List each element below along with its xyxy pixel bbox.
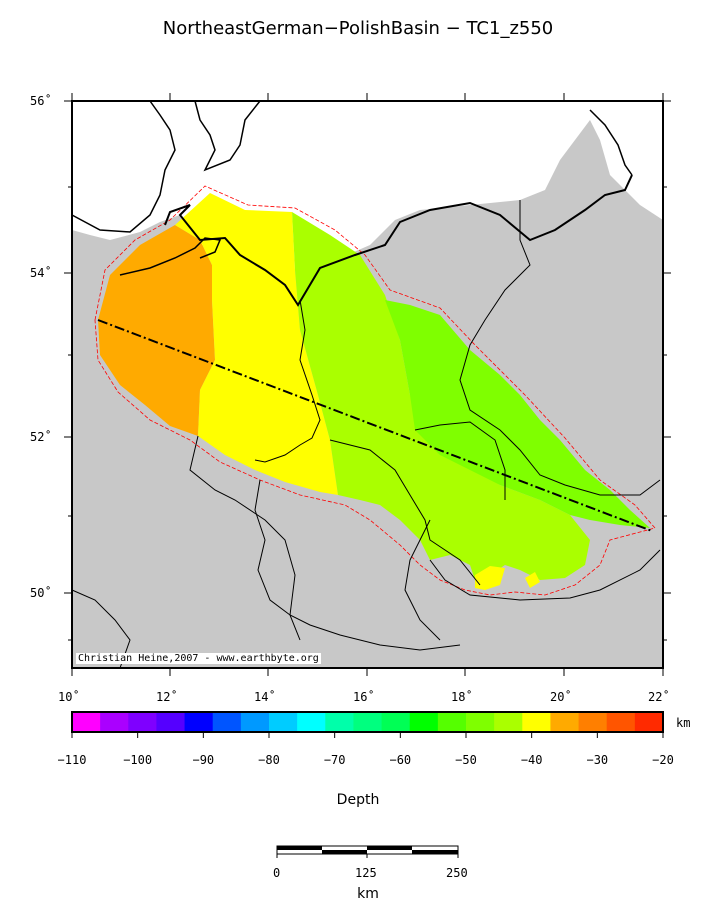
scale-unit: km (357, 886, 379, 902)
coastline-peninsula (119, 237, 222, 276)
lat-label: 54˚ (30, 266, 52, 280)
colorbar-swatch (494, 712, 523, 732)
colorbar-swatch (634, 712, 664, 732)
colorbar-swatch (72, 712, 101, 732)
colorbar-swatch (212, 712, 242, 732)
colorbar-swatch (240, 712, 270, 732)
scale-label: 0 (273, 866, 281, 880)
colorbar-swatch (184, 712, 214, 732)
colorbar-tick-label: −40 (520, 753, 543, 767)
lon-label: 10˚ (58, 690, 80, 704)
colorbar-swatch (409, 712, 439, 732)
colorbar-swatch (550, 712, 580, 732)
colorbar-tick-label: −90 (192, 753, 215, 767)
lon-label: 16˚ (353, 690, 375, 704)
zone-yellow-south (475, 566, 505, 590)
zone-yellowgreen (292, 212, 590, 580)
lon-label: 14˚ (254, 690, 276, 704)
colorbar-tick-label: −110 (57, 753, 87, 767)
colorbar-swatch (466, 712, 495, 732)
colorbar-tick-label: −80 (258, 753, 280, 767)
colorbar-swatch (297, 712, 326, 732)
zone-yellow (175, 193, 338, 495)
lat-label: 50˚ (30, 586, 52, 600)
map-title: NortheastGerman−PolishBasin − TC1_z550 (162, 18, 554, 39)
colorbar-swatch (353, 712, 383, 732)
credit-text: Christian Heine,2007 - www.earthbyte.org (76, 653, 321, 664)
colorbar-swatch (325, 712, 354, 732)
colorbar-swatch (156, 712, 186, 732)
lat-label: 56˚ (30, 94, 52, 108)
colorbar-tick-label: −20 (652, 753, 674, 767)
lon-label: 22˚ (648, 690, 670, 704)
colorbar-tick-label: −60 (389, 753, 412, 767)
coastline-east (589, 109, 633, 176)
coastline-sweden (194, 100, 261, 172)
coastline-denmark (71, 100, 176, 233)
colorbar-swatch (606, 712, 636, 732)
colorbar-tick-label: −50 (455, 753, 477, 767)
scale-label: 250 (446, 866, 468, 880)
depth-fill (98, 193, 650, 590)
colorbar-swatch (381, 712, 411, 732)
colorbar-swatch (269, 712, 298, 732)
zone-yellow-south-2 (525, 572, 540, 588)
scalebar (276, 845, 459, 858)
colorbar-unit: km (676, 716, 691, 730)
colorbar-tick-label: −100 (123, 753, 153, 767)
colorbar-swatch (522, 712, 551, 732)
colorbar-tick-label: −70 (323, 753, 346, 767)
lon-label: 12˚ (156, 690, 178, 704)
coastline (164, 174, 633, 307)
zone-orange (98, 225, 215, 436)
colorbar-frame (71, 711, 664, 733)
zone-green (385, 300, 650, 528)
lon-label: 20˚ (550, 690, 572, 704)
colorbar (71, 711, 664, 738)
colorbar-swatch (128, 712, 157, 732)
country-borders (71, 200, 661, 669)
colorbar-tick-label: −30 (586, 753, 609, 767)
lat-label: 52˚ (30, 430, 52, 444)
axis-ticks (64, 93, 671, 676)
colorbar-swatch (100, 712, 129, 732)
scale-label: 125 (355, 866, 377, 880)
colorbar-label: Depth (336, 792, 380, 808)
colorbar-swatch (437, 712, 467, 732)
colorbar-swatch (578, 712, 608, 732)
profile-line (97, 319, 653, 532)
lon-label: 18˚ (451, 690, 473, 704)
